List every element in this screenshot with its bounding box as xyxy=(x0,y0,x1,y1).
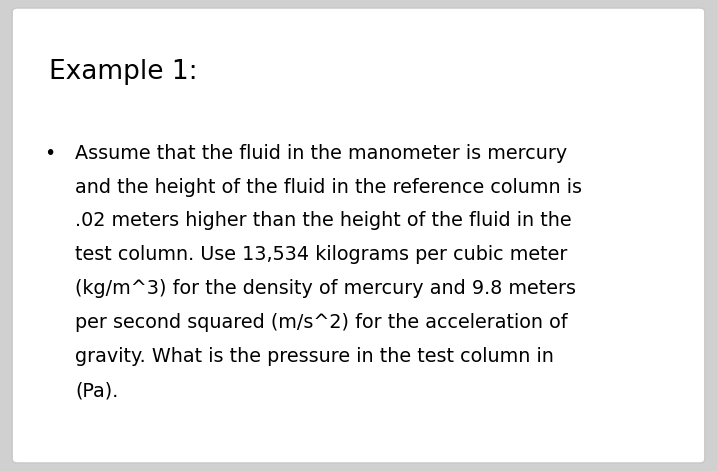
Text: gravity. What is the pressure in the test column in: gravity. What is the pressure in the tes… xyxy=(75,347,554,366)
Text: per second squared (m/s^2) for the acceleration of: per second squared (m/s^2) for the accel… xyxy=(75,313,568,332)
Text: .02 meters higher than the height of the fluid in the: .02 meters higher than the height of the… xyxy=(75,211,572,230)
Text: (Pa).: (Pa). xyxy=(75,381,118,400)
Text: and the height of the fluid in the reference column is: and the height of the fluid in the refer… xyxy=(75,178,582,196)
Text: test column. Use 13,534 kilograms per cubic meter: test column. Use 13,534 kilograms per cu… xyxy=(75,245,568,264)
Text: Example 1:: Example 1: xyxy=(49,59,197,85)
Text: (kg/m^3) for the density of mercury and 9.8 meters: (kg/m^3) for the density of mercury and … xyxy=(75,279,576,298)
Text: Assume that the fluid in the manometer is mercury: Assume that the fluid in the manometer i… xyxy=(75,144,568,162)
Text: •: • xyxy=(44,144,56,162)
